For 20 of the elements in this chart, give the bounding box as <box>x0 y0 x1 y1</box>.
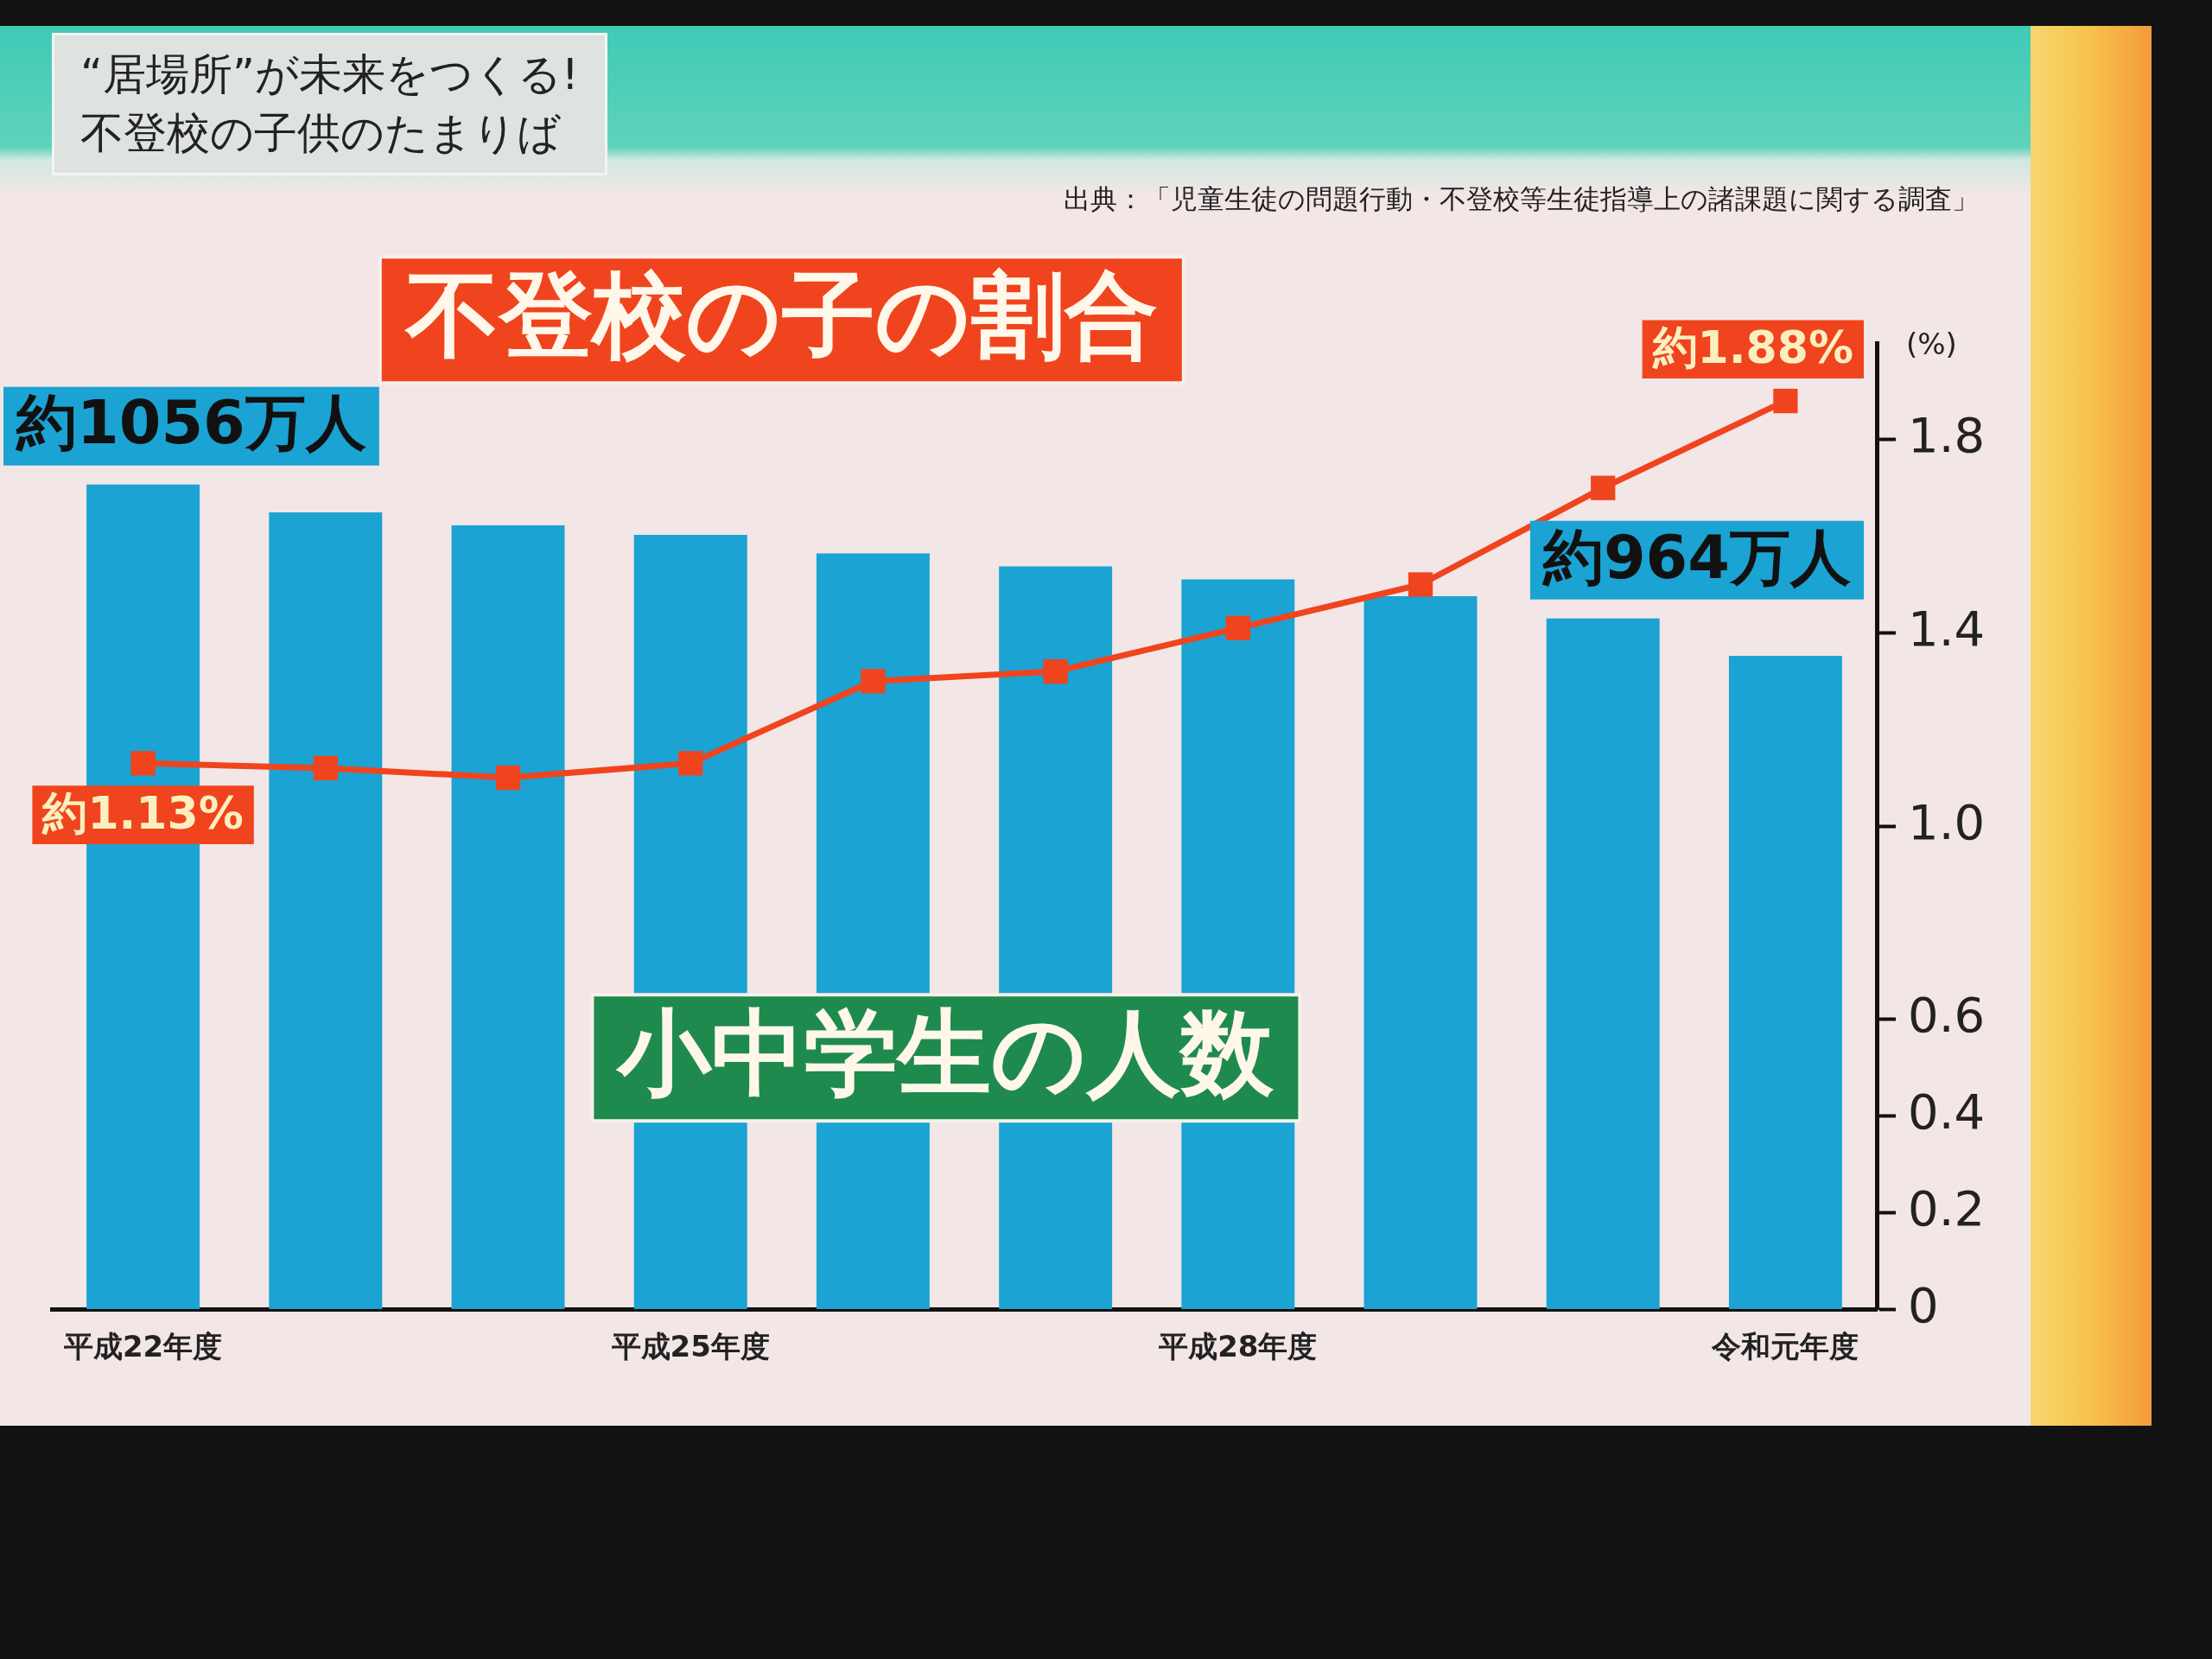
source-note: 出典：「児童生徒の問題行動・不登校等生徒指導上の諸課題に関する調査」 <box>1064 182 1979 216</box>
data-label: 約1.88% <box>1651 321 1853 373</box>
y2-tick-label: 0 <box>1908 1276 1939 1333</box>
x-tick-label: 平成28年度 <box>1158 1329 1318 1364</box>
y2-tick-label: 0.2 <box>1908 1179 1986 1236</box>
y2-tick-label: 0.6 <box>1908 987 1986 1044</box>
y2-tick-label: 0.4 <box>1908 1083 1986 1140</box>
x-tick-label: 令和元年度 <box>1711 1329 1859 1364</box>
chart-title: “居場所”が未来をつくる! 不登校の子供のたまりば <box>52 33 607 175</box>
x-tick-label: 平成22年度 <box>62 1329 223 1364</box>
y2-tick-label: 1.0 <box>1908 793 1986 850</box>
data-label: 約1.13% <box>41 786 244 839</box>
data-label: 約1056万人 <box>15 387 366 459</box>
text: 不登校の子の割合 <box>403 261 1158 370</box>
series-label: 小中学生の人数 <box>615 999 1275 1108</box>
y2-tick-label: 1.4 <box>1908 600 1986 657</box>
x-tick-label: 平成25年度 <box>610 1329 770 1364</box>
data-label: 約964万人 <box>1541 521 1851 593</box>
y2-tick-label: 1.8 <box>1908 407 1986 464</box>
y2-axis-title: (%) <box>1906 326 1957 361</box>
